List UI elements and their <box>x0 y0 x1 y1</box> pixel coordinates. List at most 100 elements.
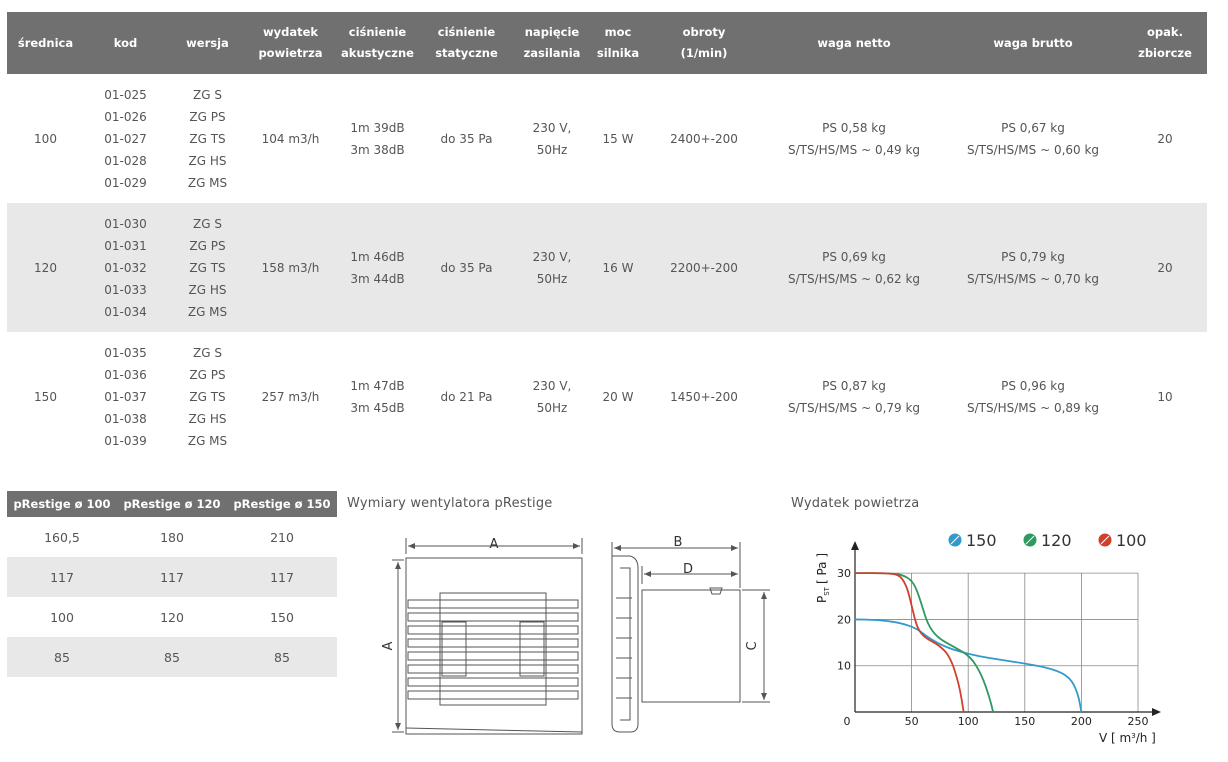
cell-rpm: 2200+-200 <box>643 203 765 332</box>
fan-dimension-diagram: A B D A C <box>381 535 770 735</box>
table-row: 117 117 117 <box>7 557 337 597</box>
series-line-150 <box>854 618 1083 713</box>
header-gross-weight: waga brutto <box>943 12 1123 74</box>
cell-pack: 10 <box>1157 389 1173 404</box>
dims-cell: 160,5 <box>44 529 80 545</box>
header-airflow: wydatek powietrza <box>248 12 333 74</box>
cell-diameter: 150 <box>34 389 57 404</box>
dims-cell: 117 <box>117 557 227 597</box>
x-tick-label: 250 <box>1128 715 1149 728</box>
dims-cell: 210 <box>270 529 294 545</box>
x-tick-label: 150 <box>1014 715 1035 728</box>
legend-marker-slash <box>1100 535 1110 545</box>
x-tick-label: 0 <box>844 715 851 728</box>
header-code: kod <box>84 12 167 74</box>
cell-codes: 01-035 01-036 01-037 01-038 01-039 <box>104 345 147 448</box>
series-line-120 <box>854 572 994 713</box>
chart-x-axis-label: V [ m3/h ] <box>1099 731 1156 745</box>
cell-rpm: 2400+-200 <box>670 131 738 146</box>
chart-legend: 150 120 100 <box>947 531 1147 550</box>
dims-cell: 120 <box>160 609 184 625</box>
chart-grid <box>855 572 1139 712</box>
y-tick-label: 20 <box>837 613 851 626</box>
header-voltage: napięcie zasilania <box>511 12 593 74</box>
chart-series <box>854 572 1083 713</box>
dims-header: pRestige ø 120 <box>117 491 227 517</box>
x-tick-label: 100 <box>958 715 979 728</box>
diagram-title: Wymiary wentylatora pRestige <box>347 496 553 511</box>
chart-ticks: 0 50 100 150 200 250 10 20 30 <box>837 567 1149 728</box>
legend-label-120: 120 <box>1041 531 1072 550</box>
dims-cell: 85 <box>7 637 117 677</box>
cell-acoustic: 1m 46dB 3m 44dB <box>333 203 422 332</box>
header-net-weight: waga netto <box>765 12 943 74</box>
cell-voltage: 230 V, 50Hz <box>532 120 572 157</box>
dims-cell: 180 <box>160 529 184 545</box>
chart-title: Wydatek powietrza <box>791 496 920 511</box>
cell-rpm: 1450+-200 <box>670 389 738 404</box>
header-acoustic-pressure: ciśnienie akustyczne <box>333 12 422 74</box>
legend-marker-slash <box>950 535 960 545</box>
dims-cell: 100 <box>50 609 74 625</box>
cell-gross-weight: PS 0,79 kg S/TS/HS/MS ~ 0,70 kg <box>943 203 1123 332</box>
header-pack: opak. zbiorcze <box>1123 12 1207 74</box>
header-power: moc silnika <box>593 12 643 74</box>
cell-pack: 20 <box>1123 203 1207 332</box>
cell-static: do 35 Pa <box>422 203 511 332</box>
cell-diameter: 120 <box>7 203 84 332</box>
x-axis-arrow <box>1152 708 1161 716</box>
dim-label-d: D <box>683 562 693 577</box>
cell-pack: 20 <box>1157 131 1173 146</box>
dims-header: pRestige ø 150 <box>227 491 337 517</box>
chart-axes <box>851 541 1161 716</box>
cell-static: do 21 Pa <box>440 389 493 404</box>
dims-cell: 85 <box>117 637 227 677</box>
airflow-chart: 150 120 100 0 50 100 150 200 250 10 20 30 PST[ Pa … <box>815 531 1161 745</box>
cell-versions: ZG S ZG PS ZG TS ZG HS ZG MS <box>187 345 228 448</box>
cell-net-weight: PS 0,58 kg S/TS/HS/MS ~ 0,49 kg <box>787 120 921 157</box>
cell-codes: 01-030 01-031 01-032 01-033 01-034 <box>84 203 167 332</box>
dims-cell: 117 <box>7 557 117 597</box>
header-version: wersja <box>167 12 248 74</box>
dims-cell: 85 <box>227 637 337 677</box>
chart-y-axis-label: PST[ Pa ] <box>815 553 831 603</box>
dimensions-table: pRestige ø 100 pRestige ø 120 pRestige ø… <box>7 491 337 677</box>
dim-label-c: C <box>745 641 760 650</box>
table-row: 100 120 150 <box>7 597 337 637</box>
cell-acoustic: 1m 47dB 3m 45dB <box>350 378 405 415</box>
series-line-100 <box>854 572 965 713</box>
cell-gross-weight: PS 0,67 kg S/TS/HS/MS ~ 0,60 kg <box>966 120 1100 157</box>
cell-power: 15 W <box>602 131 634 146</box>
cell-diameter: 100 <box>34 131 57 146</box>
cell-static: do 35 Pa <box>440 131 493 146</box>
dim-label-a-vertical: A <box>381 641 396 650</box>
dims-header: pRestige ø 100 <box>7 491 117 517</box>
legend-marker-slash <box>1025 535 1035 545</box>
x-tick-label: 200 <box>1071 715 1092 728</box>
dims-cell: 150 <box>270 609 294 625</box>
dim-label-a: A <box>490 537 499 552</box>
table-row: 160,5 180 210 <box>7 517 337 557</box>
y-tick-label: 10 <box>837 660 851 673</box>
header-diameter: średnica <box>7 12 84 74</box>
cell-net-weight: PS 0,69 kg S/TS/HS/MS ~ 0,62 kg <box>765 203 943 332</box>
x-tick-label: 50 <box>905 715 919 728</box>
cell-voltage: 230 V, 50Hz <box>511 203 593 332</box>
y-tick-label: 30 <box>837 567 851 580</box>
header-rpm: obroty (1/min) <box>643 12 765 74</box>
cell-acoustic: 1m 39dB 3m 38dB <box>350 120 405 157</box>
cell-airflow: 257 m3/h <box>261 389 320 404</box>
dim-label-b: B <box>674 535 683 550</box>
cell-power: 16 W <box>593 203 643 332</box>
spec-header-row: średnica kod wersja wydatek powietrza ciś… <box>7 12 1207 74</box>
dims-cell: 117 <box>227 557 337 597</box>
cell-airflow: 104 m3/h <box>261 131 320 146</box>
cell-power: 20 W <box>602 389 634 404</box>
cell-versions: ZG S ZG PS ZG TS ZG HS ZG MS <box>187 87 228 190</box>
cell-net-weight: PS 0,87 kg S/TS/HS/MS ~ 0,79 kg <box>787 378 921 415</box>
cell-versions: ZG S ZG PS ZG TS ZG HS ZG MS <box>167 203 248 332</box>
cell-gross-weight: PS 0,96 kg S/TS/HS/MS ~ 0,89 kg <box>966 378 1100 415</box>
dims-header-row: pRestige ø 100 pRestige ø 120 pRestige ø… <box>7 491 337 517</box>
